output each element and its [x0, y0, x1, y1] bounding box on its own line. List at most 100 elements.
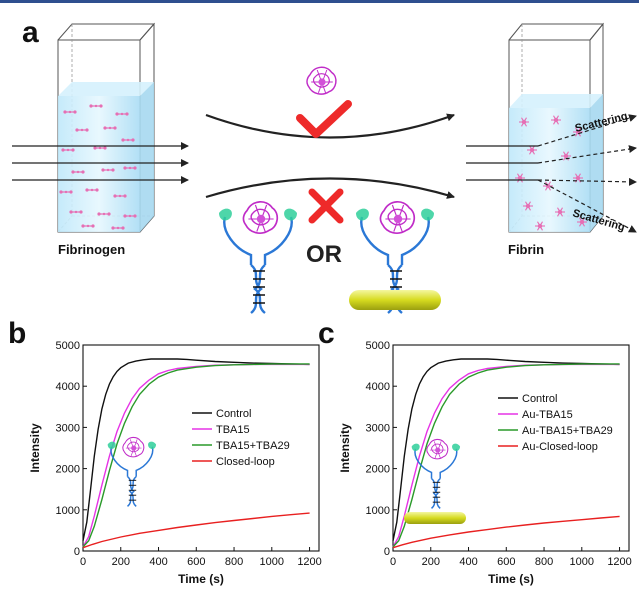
fibrin-cluster: [551, 115, 561, 125]
x-tick-label: 0: [80, 556, 86, 568]
y-tick-label: 3000: [56, 422, 80, 434]
y-axis-label: Intensity: [338, 423, 352, 473]
legend: Control TBA15 TBA15+TBA29 Closed-loop: [192, 408, 290, 468]
y-axis-label: Intensity: [28, 423, 42, 473]
y-tick-label: 5000: [56, 340, 80, 352]
fibrinogen-label: Fibrinogen: [58, 242, 125, 257]
legend-entry: TBA15: [216, 424, 250, 436]
series-line-control: [82, 358, 310, 541]
fibrinogen-molecule: [115, 112, 129, 116]
aptamer-protein-complex-icon: [219, 200, 297, 314]
cross-icon: [308, 188, 344, 224]
legend-entry: Au-Closed-loop: [522, 441, 598, 453]
legend-entry: Au-TBA15+TBA29: [522, 425, 613, 437]
x-tick-label: 600: [187, 556, 205, 568]
series-line-tba15-tba29: [82, 363, 310, 548]
right-cuvette: [508, 22, 605, 233]
y-tick-label: 0: [74, 546, 80, 558]
fibrinogen-molecule: [113, 194, 127, 198]
y-tick-label: 0: [384, 546, 390, 558]
y-tick-label: 3000: [366, 422, 390, 434]
fibrinogen-molecule: [89, 104, 103, 108]
fibrinogen-molecule: [59, 190, 73, 194]
fibrinogen-molecules: [59, 104, 137, 230]
inset-gold-nanorod-icon: [404, 512, 466, 524]
legend-entry: TBA15+TBA29: [216, 440, 290, 452]
series-line-au-closed-loop: [392, 515, 620, 549]
x-tick-label: 600: [497, 556, 515, 568]
left-cuvette: [57, 22, 156, 233]
fibrin-cluster: [573, 127, 583, 137]
x-tick-label: 1000: [260, 556, 284, 568]
x-tick-label: 0: [390, 556, 396, 568]
fibrinogen-molecule: [61, 148, 75, 152]
x-axis-label: Time (s): [488, 572, 534, 586]
legend-entry: Closed-loop: [216, 456, 275, 468]
check-icon: [296, 100, 352, 138]
x-tick-label: 800: [535, 556, 553, 568]
y-tick-label: 2000: [366, 464, 390, 476]
chart-b: b 0 200 400 600 800 1000 1200 0 1000 2000 3000 4000 5…: [8, 317, 322, 586]
incoming-light-arrows: [12, 142, 189, 184]
panel-label: c: [318, 317, 335, 350]
y-tick-label: 5000: [366, 340, 390, 352]
legend-entry: Au-TBA15: [522, 409, 573, 421]
fibrinogen-molecule: [101, 168, 115, 172]
fibrinogen-molecule: [69, 210, 83, 214]
fibrin-cluster: [577, 217, 587, 227]
fibrin-cluster: [535, 221, 545, 231]
outgoing-light-arrows: [466, 114, 637, 233]
y-tick-label: 4000: [56, 381, 80, 393]
x-tick-label: 200: [422, 556, 440, 568]
fibrin-label: Fibrin: [508, 242, 544, 257]
x-axis-label: Time (s): [178, 572, 224, 586]
legend: Control Au-TBA15 Au-TBA15+TBA29 Au-Closed-l…: [498, 393, 613, 453]
gold-nanorod-icon: [349, 290, 441, 310]
fibrinogen-molecule: [75, 128, 89, 132]
upper-reaction-arrow: [205, 113, 455, 139]
fibrinogen-molecule: [121, 138, 135, 142]
x-tick-label: 1200: [297, 556, 321, 568]
x-tick-label: 1200: [607, 556, 631, 568]
fibrinogen-molecule: [81, 224, 95, 228]
y-tick-label: 4000: [366, 381, 390, 393]
fibrinogen-molecule: [103, 126, 117, 130]
legend-entry: Control: [216, 408, 251, 420]
plot-frame: [82, 344, 320, 552]
fibrinogen-molecule: [63, 110, 77, 114]
panel-a-label: a: [22, 16, 39, 49]
legend-entry: Control: [522, 393, 557, 405]
chart-c: c 0 200 400 600 800 1000 1200 0 1000 2000 3000 4000 5…: [318, 317, 632, 586]
fibrinogen-molecule: [71, 170, 85, 174]
series-line-tba15: [82, 363, 310, 548]
fibrinogen-molecule: [123, 166, 137, 170]
inset-complex-on-rod-icon: [411, 438, 461, 509]
x-tick-label: 400: [149, 556, 167, 568]
x-tick-label: 800: [225, 556, 243, 568]
panel-label: b: [8, 317, 26, 350]
fibrin-cluster: [561, 151, 571, 161]
lower-reaction-arrow: [205, 177, 455, 199]
or-label: OR: [306, 241, 342, 268]
series-line-au-tba15-tba29: [392, 363, 620, 548]
inset-complex-icon: [107, 436, 157, 507]
x-tick-label: 200: [112, 556, 130, 568]
y-tick-label: 1000: [56, 505, 80, 517]
series-line-closed-loop: [82, 512, 310, 549]
y-tick-label: 2000: [56, 464, 80, 476]
plot-frame: [392, 344, 630, 552]
fibrinogen-molecule: [97, 212, 111, 216]
fibrinogen-molecule: [123, 214, 137, 218]
fibrin-cluster: [573, 173, 583, 183]
fibrin-cluster: [523, 201, 533, 211]
fibrin-cluster: [555, 207, 565, 217]
thrombin-protein-icon: [306, 66, 337, 95]
top-rule: [0, 0, 639, 3]
fibrinogen-molecule: [111, 226, 125, 230]
y-tick-label: 1000: [366, 505, 390, 517]
series-line-control: [392, 358, 620, 541]
fibrinogen-molecule: [85, 188, 99, 192]
fibrinogen-molecule: [93, 146, 107, 150]
x-tick-label: 400: [459, 556, 477, 568]
